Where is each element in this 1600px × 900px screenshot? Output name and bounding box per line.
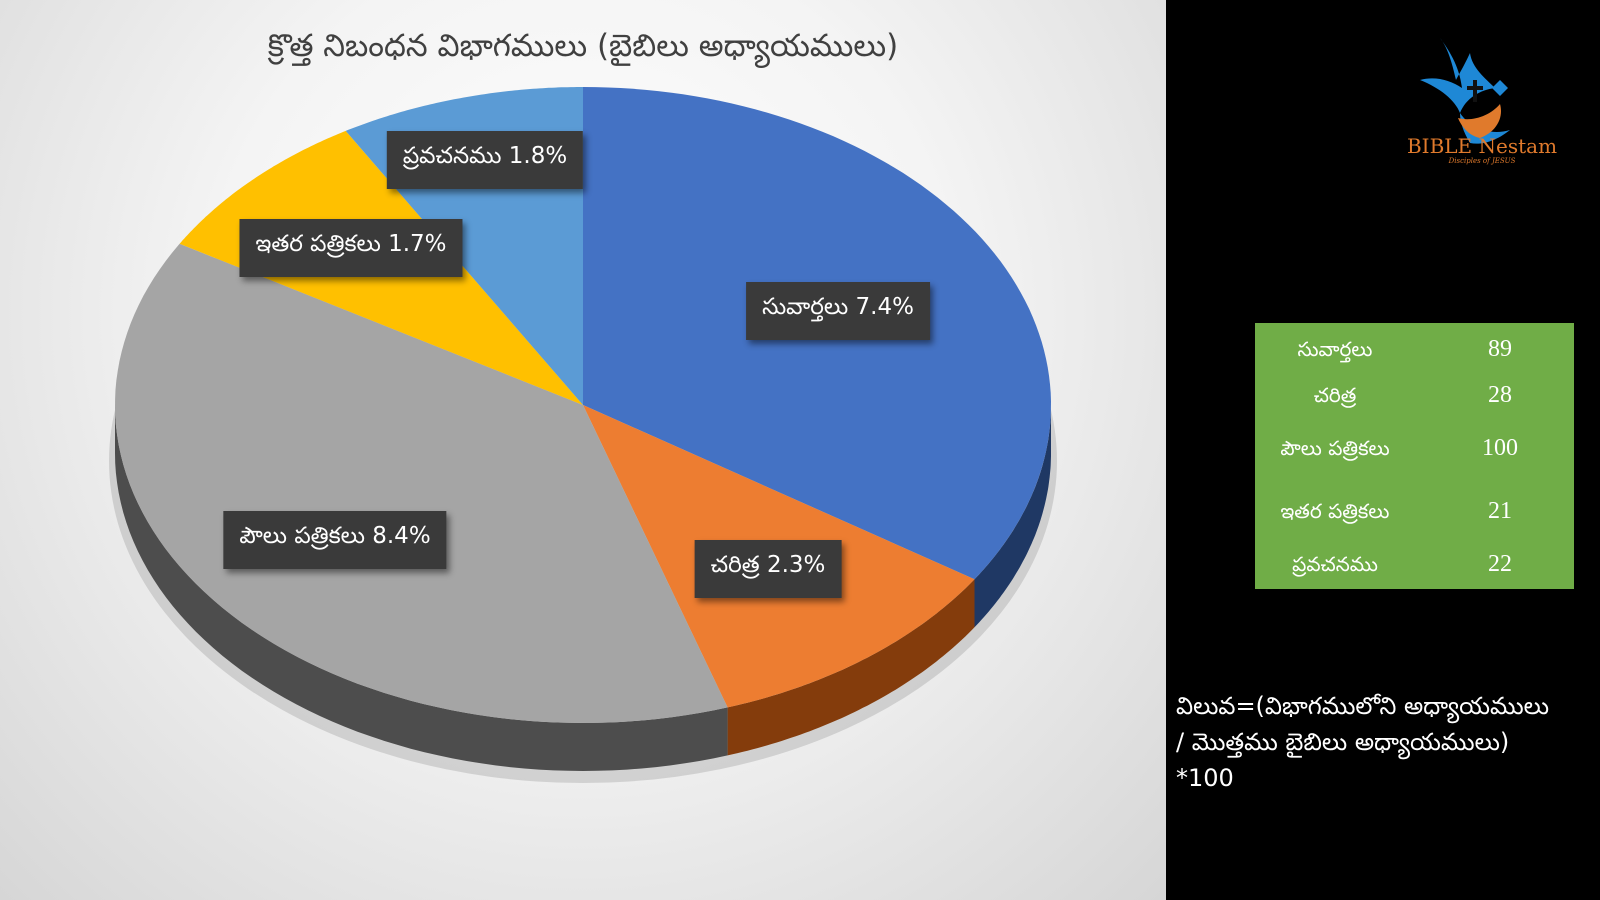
pie-side-1 bbox=[727, 579, 975, 756]
logo-tagline: Disciples of JESUS bbox=[1448, 157, 1516, 165]
table-row: ఇతర పత్రికలు 21 bbox=[1255, 491, 1574, 531]
pie-slice-2 bbox=[115, 243, 728, 724]
table-row: చరిత్ర 28 bbox=[1255, 375, 1574, 415]
table-row: సువార్తలు 89 bbox=[1255, 329, 1574, 369]
table-cell-value: 28 bbox=[1488, 382, 1512, 408]
data-label: పౌలు పత్రికలు 8.4% bbox=[223, 511, 447, 569]
table-row: ప్రవచనము 22 bbox=[1255, 544, 1574, 584]
table-cell-value: 89 bbox=[1488, 336, 1512, 362]
table-cell-name: పౌలు పత్రికలు bbox=[1280, 436, 1390, 460]
dove-logo-icon bbox=[1420, 38, 1510, 144]
data-table: సువార్తలు 89 చరిత్ర 28 పౌలు పత్రికలు 100… bbox=[1255, 323, 1574, 589]
data-label: చరిత్ర 2.3% bbox=[694, 540, 842, 598]
table-cell-name: సువార్తలు bbox=[1297, 337, 1373, 361]
chart-title: క్రొత్త నిబంధన విభాగములు (బైబిలు అధ్యాయమ… bbox=[267, 28, 899, 64]
chart-area: క్రొత్త నిబంధన విభాగములు (బైబిలు అధ్యాయమ… bbox=[0, 0, 1166, 900]
data-label: ఇతర పత్రికలు 1.7% bbox=[239, 219, 463, 277]
table-cell-name: ఇతర పత్రికలు bbox=[1280, 499, 1390, 523]
table-cell-name: చరిత్ర bbox=[1313, 383, 1357, 407]
pie-side-0 bbox=[974, 405, 1051, 628]
table-cell-value: 21 bbox=[1488, 498, 1512, 524]
logo-name: BIBLE Nestam bbox=[1406, 134, 1558, 158]
data-label: ప్రవచనము 1.8% bbox=[386, 131, 584, 189]
table-cell-value: 22 bbox=[1488, 551, 1512, 577]
formula-line: / మొత్తము బైబిలు అధ్యాయములు) bbox=[1176, 728, 1510, 756]
pie-side-2 bbox=[115, 405, 728, 771]
table-cell-value: 100 bbox=[1482, 435, 1518, 461]
formula-text: విలువ=(విభాగములోని అధ్యాయములు / మొత్తము … bbox=[1176, 688, 1591, 796]
formula-line: *100 bbox=[1176, 764, 1234, 792]
table-cell-name: ప్రవచనము bbox=[1292, 552, 1378, 576]
formula-line: విలువ=(విభాగములోని అధ్యాయములు bbox=[1176, 692, 1550, 720]
data-label: సువార్తలు 7.4% bbox=[746, 282, 930, 340]
table-row: పౌలు పత్రికలు 100 bbox=[1255, 428, 1574, 468]
